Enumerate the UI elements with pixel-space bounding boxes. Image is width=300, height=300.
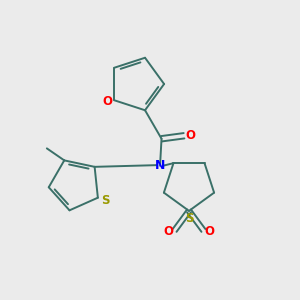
Text: O: O <box>204 225 214 238</box>
Text: S: S <box>185 212 193 225</box>
Text: O: O <box>185 129 195 142</box>
Text: O: O <box>103 94 112 108</box>
Text: N: N <box>155 159 165 172</box>
Text: S: S <box>101 194 109 207</box>
Text: O: O <box>164 225 174 238</box>
